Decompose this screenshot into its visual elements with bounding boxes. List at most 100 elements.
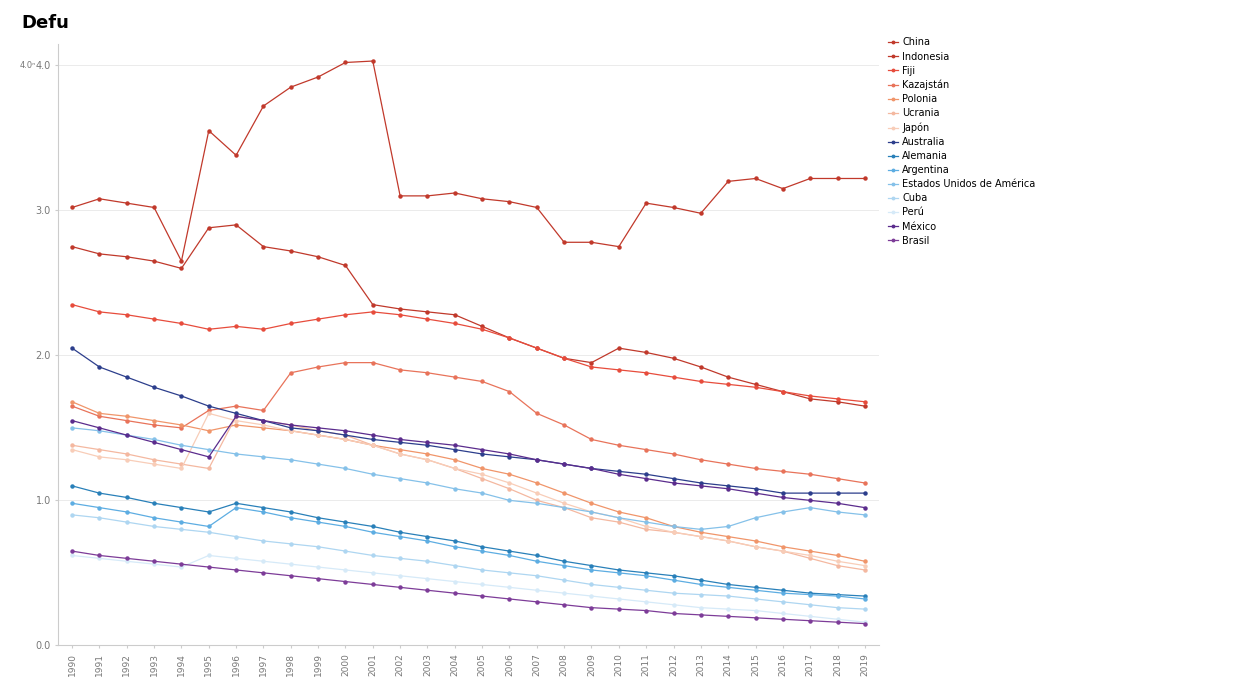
Argentina (174, 518, 189, 527)
Perú (284, 560, 299, 568)
Polonia (502, 470, 517, 478)
Indonesia (721, 373, 736, 381)
Kazajstán (311, 363, 326, 371)
Japón (92, 453, 107, 461)
Australia (803, 489, 818, 498)
Alemania (284, 508, 299, 516)
Alemania (420, 533, 435, 541)
China (557, 238, 571, 247)
Fiji (284, 319, 299, 328)
Perú (65, 551, 80, 560)
Alemania (830, 591, 845, 599)
Japón (858, 562, 873, 570)
Ucrania (447, 464, 462, 473)
Ucrania (557, 504, 571, 512)
Brasil (502, 595, 517, 603)
Australia (830, 489, 845, 498)
Perú (721, 605, 736, 613)
Cuba (776, 598, 791, 606)
Japón (420, 455, 435, 464)
Indonesia (748, 380, 763, 388)
Argentina (365, 528, 380, 536)
Alemania (311, 513, 326, 522)
Ucrania (611, 518, 626, 527)
Kazajstán (748, 464, 763, 473)
Polonia (392, 446, 407, 454)
Line: Cuba: Cuba (71, 513, 867, 611)
Kazajstán (92, 412, 107, 420)
Cuba (830, 603, 845, 612)
Ucrania (748, 542, 763, 551)
Ucrania (120, 450, 134, 458)
Brasil (256, 569, 271, 577)
Argentina (693, 580, 708, 589)
Estados Unidos de América (557, 504, 571, 512)
Ucrania (693, 533, 708, 541)
Alemania (858, 592, 873, 600)
Polonia (120, 412, 134, 420)
Estados Unidos de América (776, 508, 791, 516)
Polonia (858, 557, 873, 565)
Japón (721, 537, 736, 545)
Ucrania (92, 446, 107, 454)
Estados Unidos de América (529, 499, 544, 507)
Alemania (256, 504, 271, 512)
México (229, 412, 244, 420)
Australia (502, 453, 517, 461)
Indonesia (666, 354, 681, 362)
Ucrania (420, 455, 435, 464)
Indonesia (803, 395, 818, 403)
Perú (229, 554, 244, 562)
Estados Unidos de América (174, 441, 189, 449)
Australia (392, 438, 407, 446)
Polonia (284, 426, 299, 435)
Kazajstán (174, 424, 189, 432)
Indonesia (147, 257, 162, 265)
Line: Indonesia: Indonesia (71, 223, 867, 408)
Perú (420, 574, 435, 583)
Alemania (65, 482, 80, 490)
Japón (447, 464, 462, 473)
Polonia (229, 421, 244, 429)
Cuba (147, 522, 162, 531)
Fiji (748, 383, 763, 391)
Kazajstán (693, 455, 708, 464)
Polonia (365, 441, 380, 449)
Indonesia (529, 344, 544, 352)
Cuba (721, 592, 736, 600)
Perú (447, 578, 462, 586)
Japón (147, 460, 162, 468)
China (693, 209, 708, 218)
Indonesia (639, 348, 654, 357)
Polonia (337, 435, 352, 444)
Alemania (229, 499, 244, 507)
Line: Alemania: Alemania (71, 484, 867, 598)
Alemania (584, 562, 599, 570)
Australia (611, 467, 626, 475)
Line: Perú: Perú (71, 554, 867, 624)
China (120, 199, 134, 207)
México (311, 424, 326, 432)
Perú (803, 612, 818, 621)
Cuba (65, 511, 80, 519)
Alemania (202, 508, 217, 516)
Argentina (256, 508, 271, 516)
Kazajstán (830, 475, 845, 483)
Polonia (748, 537, 763, 545)
Indonesia (65, 243, 80, 251)
Perú (529, 586, 544, 594)
Brasil (392, 583, 407, 591)
Cuba (392, 554, 407, 562)
Australia (858, 489, 873, 498)
Argentina (557, 562, 571, 570)
Legend: China, Indonesia, Fiji, Kazajstán, Polonia, Ucrania, Japón, Australia, Alemania,: China, Indonesia, Fiji, Kazajstán, Polon… (888, 37, 1036, 247)
Australia (202, 402, 217, 410)
Kazajstán (721, 460, 736, 468)
Japón (639, 522, 654, 531)
Indonesia (474, 322, 489, 330)
China (858, 174, 873, 182)
Polonia (311, 431, 326, 439)
Kazajstán (229, 402, 244, 410)
Indonesia (447, 311, 462, 319)
Fiji (392, 311, 407, 319)
